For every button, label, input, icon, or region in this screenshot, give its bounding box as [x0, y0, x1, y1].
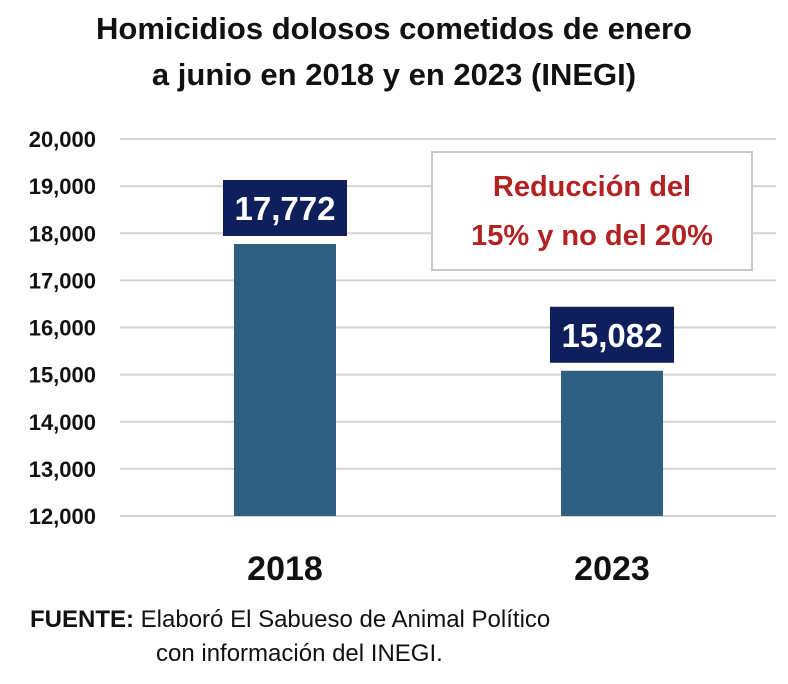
- x-axis-ticks: 2018 2023: [247, 550, 650, 588]
- bar-2023: [561, 370, 663, 516]
- y-tick-label: 16,000: [29, 316, 96, 341]
- data-label-box: [223, 179, 347, 236]
- x-tick-label: 2023: [574, 550, 650, 588]
- source-note: FUENTE: Elaboró El Sabueso de Animal Pol…: [30, 603, 550, 671]
- annotation-line2: 15% y no del 20%: [471, 220, 713, 252]
- data-label: 15,082: [562, 317, 663, 354]
- y-tick-label: 14,000: [29, 410, 96, 435]
- bars: 17,772 15,082: [223, 179, 674, 516]
- chart-title-line2: a junio en 2018 y en 2023 (INEGI): [151, 57, 637, 92]
- y-tick-label: 20,000: [29, 127, 96, 152]
- x-tick-label: 2018: [247, 550, 323, 588]
- y-tick-label: 17,000: [29, 268, 96, 293]
- bar-2018: [234, 243, 336, 516]
- y-tick-label: 12,000: [29, 504, 96, 529]
- source-label: FUENTE:: [30, 606, 134, 633]
- chart-title: Homicidios dolosos cometidos de enero a …: [0, 6, 788, 98]
- y-tick-label: 18,000: [29, 221, 96, 246]
- annotation-box: Reducción del 15% y no del 20%: [431, 151, 753, 271]
- y-tick-label: 19,000: [29, 174, 96, 199]
- y-axis-ticks: 12,000 13,000 14,000 15,000 16,000 17,000 18,0…: [29, 127, 96, 529]
- annotation-line1: Reducción del: [493, 171, 691, 203]
- chart-title-line1: Homicidios dolosos cometidos de enero: [96, 11, 692, 46]
- source-line1: Elaboró El Sabueso de Animal Político: [140, 606, 551, 633]
- data-label: 17,772: [235, 190, 336, 227]
- data-label-box: [550, 306, 674, 363]
- bar-chart: 12,000 13,000 14,000 15,000 16,000 17,000 18,0…: [29, 127, 776, 588]
- source-line2: con información del INEGI.: [156, 640, 443, 667]
- y-tick-label: 15,000: [29, 363, 96, 388]
- y-tick-label: 13,000: [29, 457, 96, 482]
